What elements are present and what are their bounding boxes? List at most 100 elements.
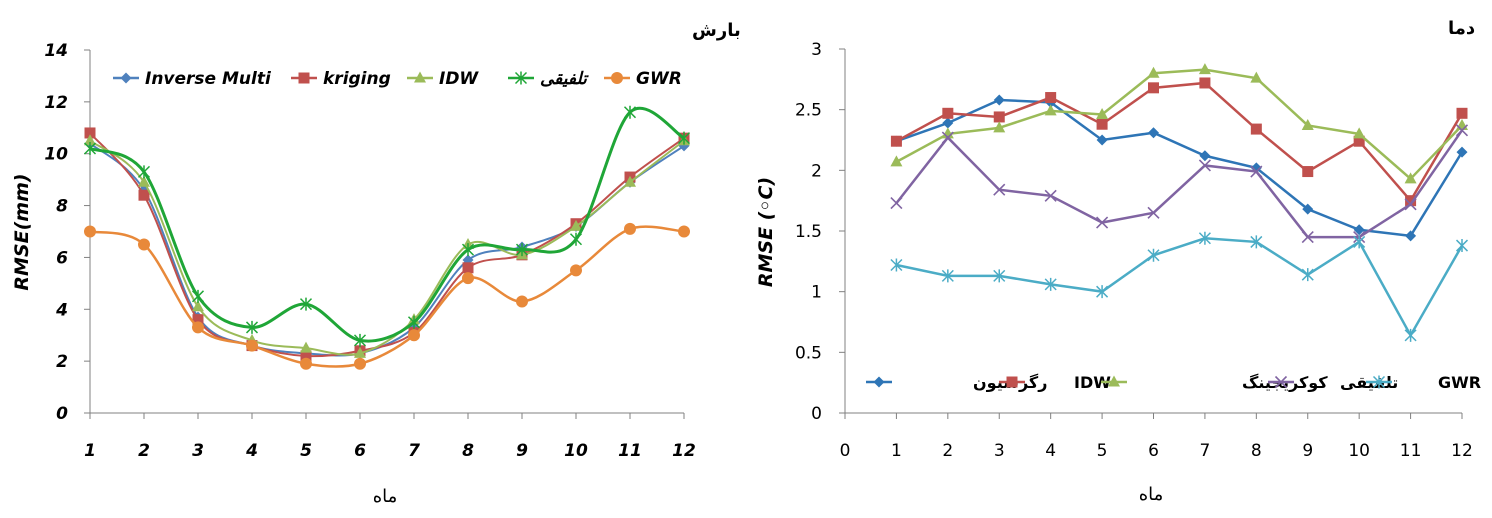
- left-data-point: [192, 300, 204, 312]
- right-data-point: [942, 117, 954, 129]
- left-data-point: [570, 264, 582, 277]
- right-data-point: [942, 107, 954, 119]
- left-legend-item: Inverse Multi: [113, 69, 272, 89]
- left-series-line: [89, 142, 685, 357]
- left-series-gwr: [84, 222, 690, 370]
- left-data-point: [569, 232, 583, 246]
- right-series-cokriging: [890, 63, 1468, 184]
- right-x-tick-label: 6: [1148, 441, 1159, 461]
- right-x-tick-label: 0: [840, 441, 851, 461]
- left-x-tick-label: 12: [672, 441, 696, 461]
- right-data-point: [1096, 118, 1108, 130]
- right-data-point: [1198, 231, 1211, 245]
- right-data-point: [1456, 107, 1468, 119]
- right-data-point: [1456, 146, 1468, 158]
- left-data-point: [137, 165, 151, 179]
- right-data-point: [1044, 104, 1057, 116]
- right-x-tick-label: 9: [1302, 441, 1313, 461]
- left-x-tick-label: 7: [408, 441, 420, 461]
- left-data-point: [84, 127, 96, 139]
- right-y-tick-label: 2.5: [795, 101, 822, 121]
- left-data-point: [570, 219, 582, 231]
- left-legend-item: kriging: [291, 69, 391, 89]
- right-x-tick-label: 10: [1348, 441, 1370, 461]
- right-legend-marker: [1108, 375, 1120, 387]
- right-data-point: [993, 121, 1006, 133]
- right-data-point: [1405, 230, 1417, 242]
- left-data-point: [624, 222, 636, 235]
- left-x-tick-label: 1: [84, 441, 96, 461]
- left-y-tick-label: 6: [56, 248, 68, 268]
- right-series-line: [896, 237, 1464, 338]
- left-data-point: [191, 289, 205, 303]
- right-data-point: [1044, 189, 1057, 202]
- right-data-point: [1198, 159, 1211, 172]
- right-x-axis-label: ماه: [1139, 484, 1164, 505]
- right-y-tick-label: 1: [811, 283, 822, 303]
- right-y-tick-label: 2: [811, 161, 822, 181]
- left-data-point: [83, 142, 97, 156]
- right-data-point: [1096, 134, 1108, 146]
- right-x-tick-label: 3: [994, 441, 1005, 461]
- right-y-tick-label: 1.5: [795, 222, 822, 242]
- left-data-point: [354, 346, 366, 358]
- right-data-point: [1404, 328, 1417, 342]
- left-data-point: [515, 243, 529, 257]
- left-data-point: [407, 315, 421, 329]
- right-data-point: [1250, 165, 1263, 178]
- left-data-point: [246, 339, 258, 352]
- right-y-tick-label: 0.5: [795, 343, 822, 363]
- left-series-talfighi: [83, 105, 691, 347]
- right-data-point: [890, 197, 903, 210]
- right-data-point: [1148, 127, 1159, 139]
- right-data-point: [1404, 198, 1417, 211]
- left-data-point: [462, 272, 474, 285]
- temperature-rmse-chart: دما RMSE (◦C) ماه 00.511.522.530 1 2 3 4 5 6 7 8…: [755, 18, 1481, 505]
- left-data-point: [84, 225, 96, 238]
- right-data-point: [1147, 248, 1160, 262]
- right-x-tick-label: 7: [1200, 441, 1211, 461]
- right-x-tick-label: 12: [1451, 441, 1473, 461]
- left-y-tick-label: 10: [44, 145, 68, 165]
- left-y-tick-label: 4: [55, 300, 68, 320]
- right-data-point: [1455, 239, 1469, 253]
- left-x-axis-label: ماه: [373, 486, 398, 507]
- left-y-tick-label: 2: [56, 352, 68, 372]
- left-data-point: [516, 295, 528, 308]
- right-legend-marker: [1274, 375, 1288, 389]
- right-legend-item: GWR: [1366, 373, 1481, 392]
- right-data-point: [1250, 235, 1263, 249]
- right-series-line: [895, 129, 1464, 239]
- right-x-tick-label: 8: [1251, 441, 1262, 461]
- left-x-tick-label: 8: [462, 441, 474, 461]
- right-legend-label: IDW: [1074, 373, 1111, 392]
- right-data-point: [1302, 166, 1314, 178]
- right-data-point: [1353, 127, 1366, 139]
- right-data-point: [1353, 135, 1365, 147]
- left-legend-marker: [611, 72, 623, 84]
- right-series-line: [895, 98, 1464, 238]
- right-series-line: [895, 81, 1464, 203]
- right-data-point: [1302, 203, 1314, 215]
- left-legend-item: GWR: [604, 69, 682, 89]
- left-x-tick-label: 2: [138, 441, 150, 461]
- left-x-tick-label: 6: [354, 441, 366, 461]
- left-legend-marker: [414, 71, 426, 83]
- right-data-point: [1301, 231, 1314, 244]
- right-series-line: [895, 68, 1463, 181]
- right-data-point: [1405, 195, 1417, 207]
- left-data-point: [138, 238, 150, 251]
- left-data-point: [300, 357, 312, 370]
- right-legend-marker: [1006, 376, 1018, 388]
- left-data-point: [354, 357, 366, 370]
- left-data-point: [300, 350, 312, 362]
- right-data-point: [1147, 66, 1160, 78]
- left-x-tick-label: 4: [245, 441, 258, 461]
- right-series-idw: [890, 77, 1468, 207]
- right-x-tick-label: 5: [1097, 441, 1108, 461]
- right-legend-marker: [1372, 375, 1386, 389]
- right-legend-item: IDW: [999, 373, 1111, 392]
- right-x-tick-label: 11: [1400, 441, 1422, 461]
